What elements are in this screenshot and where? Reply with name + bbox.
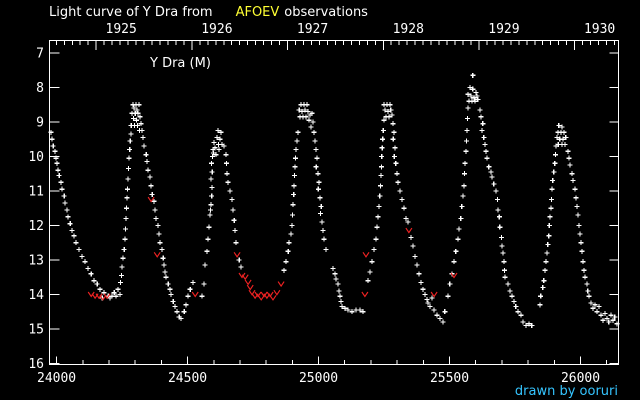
svg-text:1930: 1930 bbox=[584, 22, 615, 37]
svg-text:13: 13 bbox=[28, 253, 44, 268]
svg-text:24500: 24500 bbox=[168, 371, 207, 386]
svg-text:1925: 1925 bbox=[106, 22, 137, 37]
page-title: Light curve of Y Dra from AFOEV observatio… bbox=[49, 6, 368, 19]
svg-text:1929: 1929 bbox=[488, 22, 519, 37]
svg-text:15: 15 bbox=[28, 322, 44, 337]
svg-text:16: 16 bbox=[28, 357, 44, 372]
title-afoev-highlight: AFOEV bbox=[235, 5, 280, 20]
svg-text:26000: 26000 bbox=[561, 371, 600, 386]
star-label: Y Dra (M) bbox=[150, 56, 211, 71]
svg-text:10: 10 bbox=[28, 150, 44, 165]
svg-text:1927: 1927 bbox=[297, 22, 328, 37]
svg-text:9: 9 bbox=[36, 115, 44, 130]
svg-text:14: 14 bbox=[28, 288, 44, 303]
title-suffix: observations bbox=[284, 5, 368, 20]
svg-text:25500: 25500 bbox=[430, 371, 469, 386]
svg-text:25000: 25000 bbox=[299, 371, 338, 386]
svg-text:8: 8 bbox=[36, 81, 44, 96]
svg-text:24000: 24000 bbox=[37, 371, 76, 386]
credit-label: drawn by ooruri bbox=[514, 384, 618, 399]
svg-text:12: 12 bbox=[28, 219, 44, 234]
svg-text:1926: 1926 bbox=[201, 22, 232, 37]
title-text: Light curve of Y Dra from bbox=[49, 5, 213, 20]
svg-text:11: 11 bbox=[28, 184, 44, 199]
svg-text:7: 7 bbox=[36, 46, 44, 61]
svg-text:1928: 1928 bbox=[393, 22, 424, 37]
